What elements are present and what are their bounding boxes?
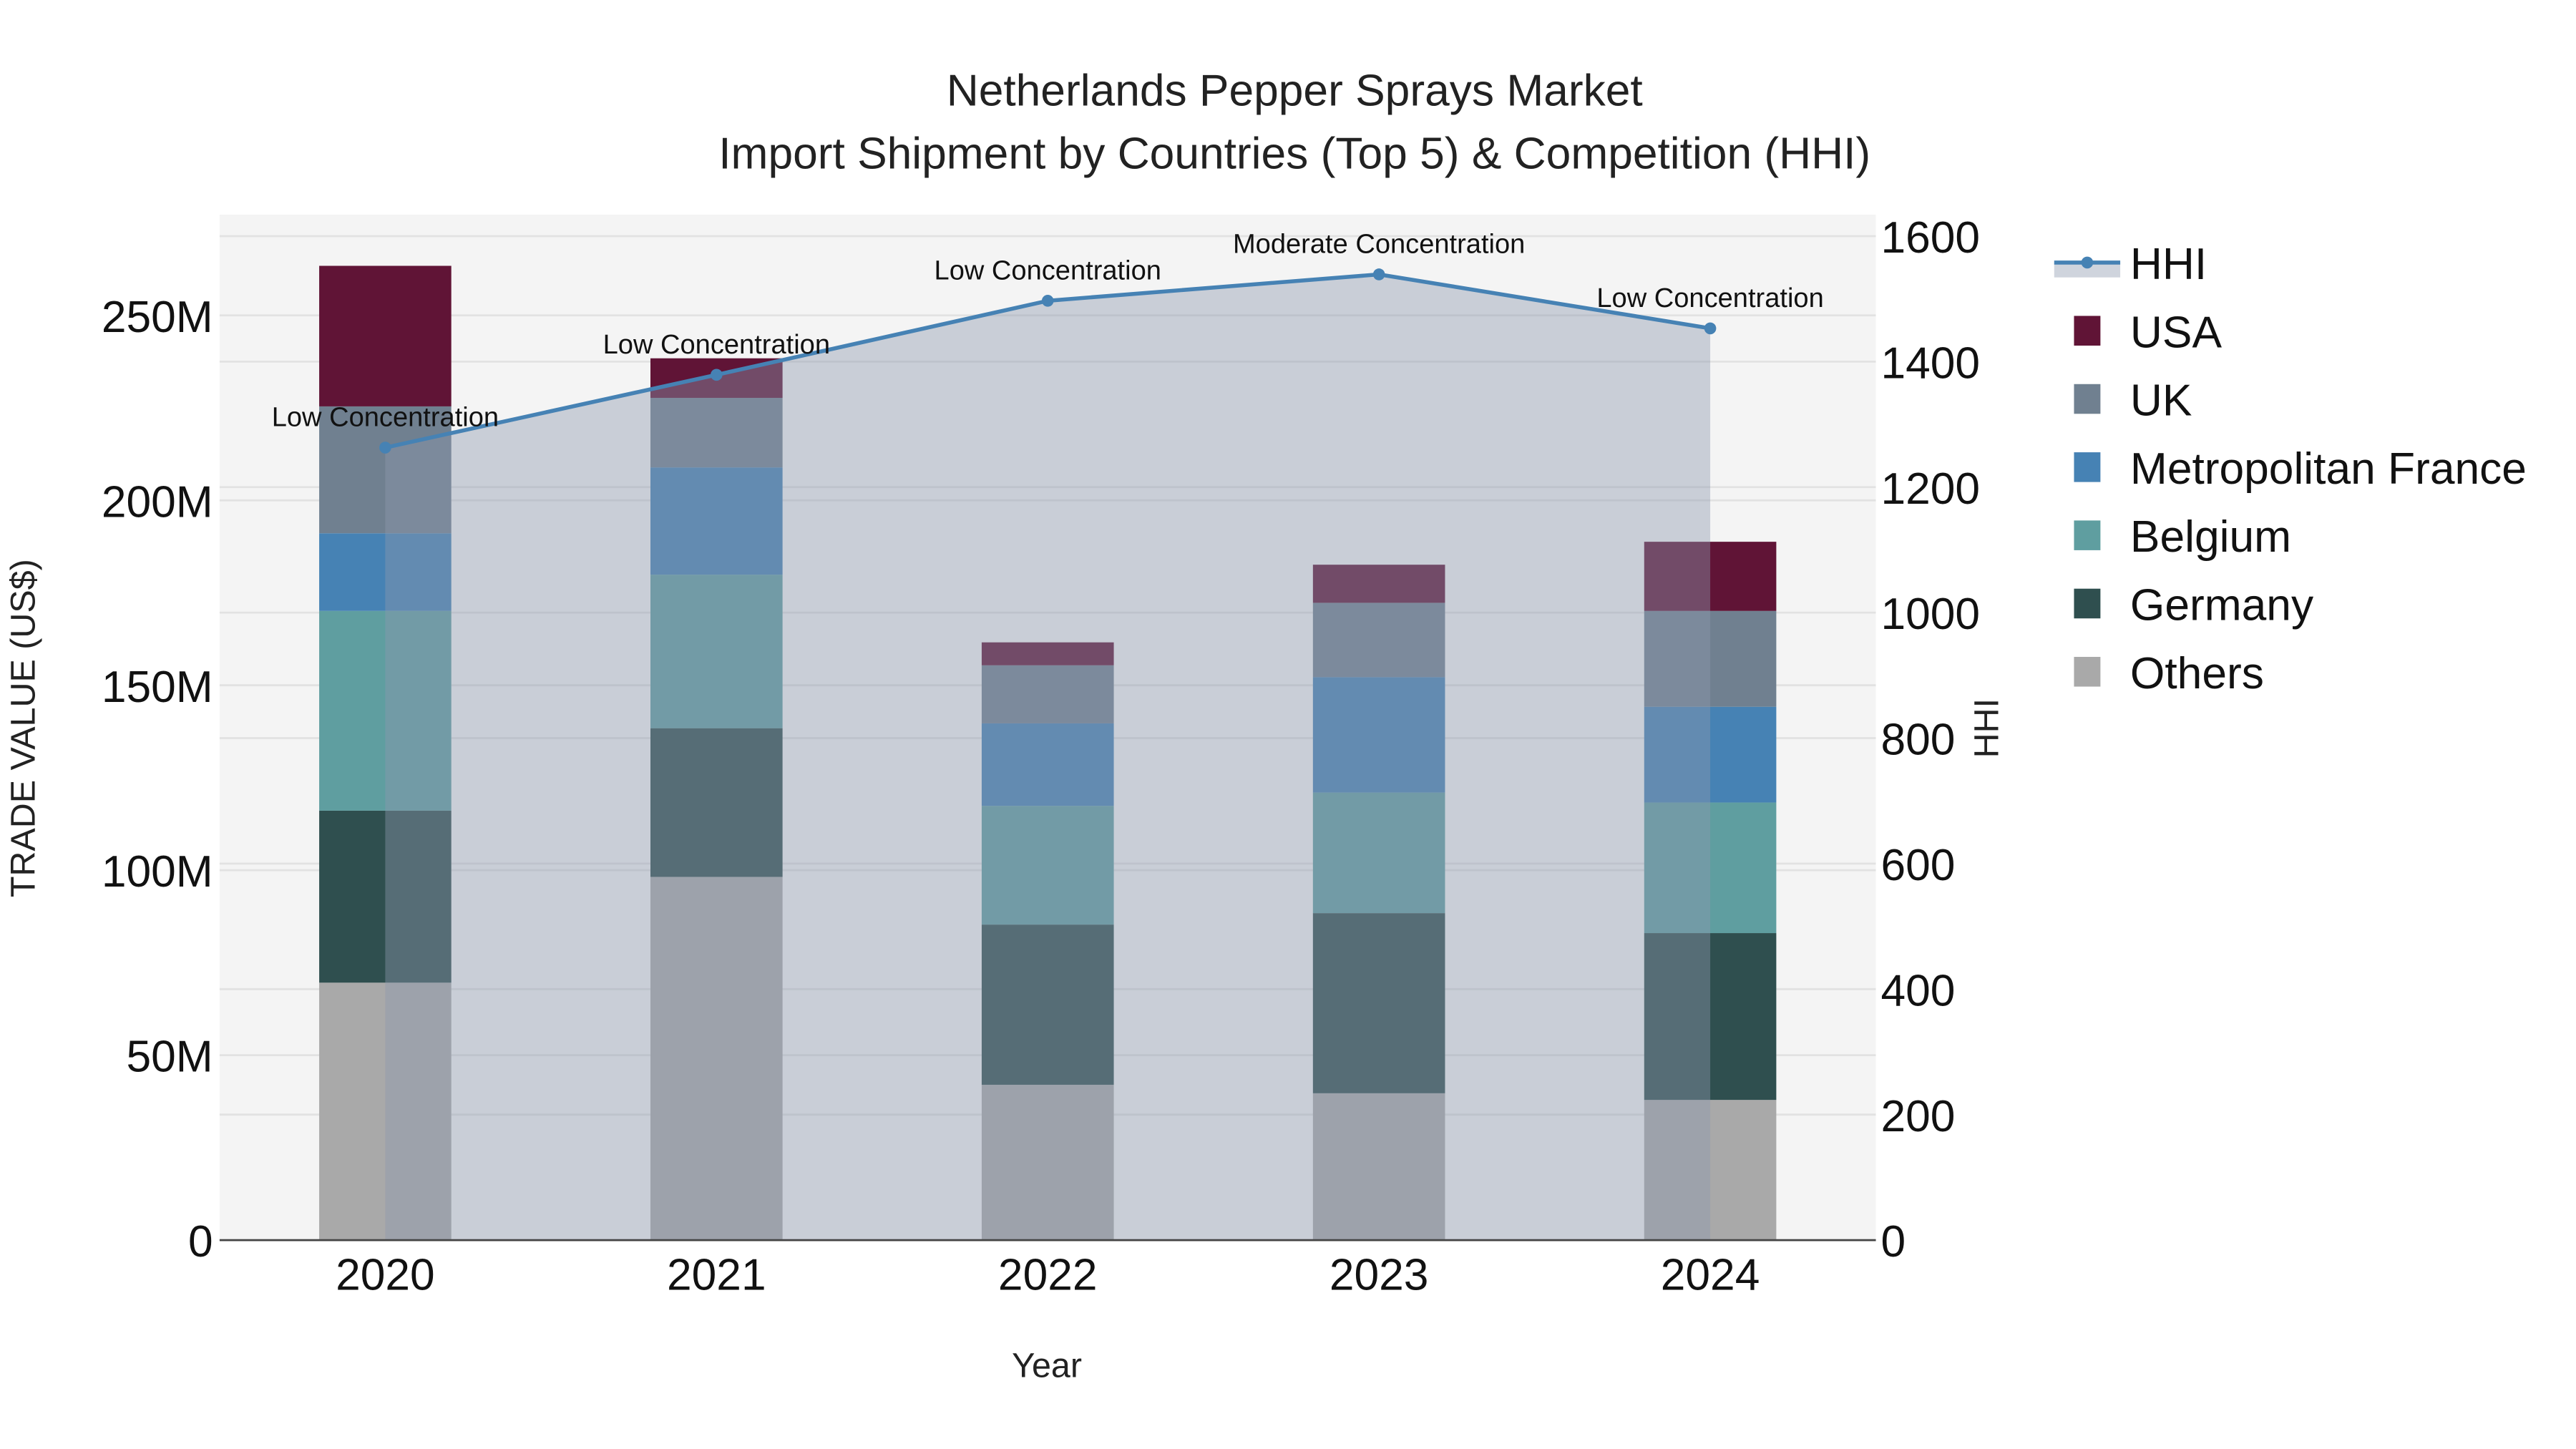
bar-segment-usa[interactable] (1644, 542, 1777, 611)
legend-swatch-icon (2074, 384, 2101, 414)
hhi-line-layer: Low Concentration Low Concentration Low Co… (272, 229, 1824, 454)
bar-segment-belgium[interactable] (981, 806, 1114, 925)
legend-item-others[interactable]: Others (2074, 649, 2264, 698)
bar-segment-uk[interactable] (1644, 610, 1777, 707)
y-tick-label: 0 (188, 1217, 213, 1267)
hhi-marker[interactable] (379, 441, 391, 454)
y-tick-label: 50M (127, 1033, 213, 1082)
y2-tick-label: 800 (1880, 716, 1955, 765)
legend-swatch-icon (2074, 520, 2101, 550)
plot-area: Low Concentration Low Concentration Low Co… (219, 215, 1876, 1241)
legend-swatch-icon (2074, 452, 2101, 482)
y2-tick-label: 1600 (1880, 213, 1980, 263)
legend-item-usa[interactable]: USA (2074, 308, 2222, 357)
bar-segment-others[interactable] (650, 877, 783, 1241)
hhi-annotation: Low Concentration (272, 403, 499, 433)
y2-tick-label: 1400 (1880, 338, 1980, 388)
bar-segment-usa[interactable] (1312, 565, 1445, 603)
bar-segment-usa[interactable] (319, 265, 452, 406)
x-tick-label: 2020 (336, 1250, 435, 1299)
x-axis-title: Year (1012, 1347, 1082, 1385)
y-tick-label: 200M (102, 477, 213, 527)
legend-swatch-icon (2074, 657, 2101, 687)
bar-segment-belgium[interactable] (1312, 792, 1445, 914)
legend-label: HHI (2130, 240, 2207, 289)
y-axis-ticks: 0 50M 100M 150M 200M 250M (102, 293, 213, 1267)
bar-segment-germany[interactable] (981, 924, 1114, 1085)
bar-segment-usa[interactable] (981, 642, 1114, 665)
bar-segment-germany[interactable] (319, 810, 452, 983)
x-tick-label: 2023 (1330, 1250, 1429, 1299)
legend-label: USA (2130, 308, 2223, 357)
chart-subtitle: Import Shipment by Countries (Top 5) & C… (718, 129, 1870, 178)
legend: HHI USA UK Metropolitan France Belgium German… (2054, 240, 2527, 698)
legend-marker-icon (2081, 256, 2094, 269)
bar-segment-belgium[interactable] (650, 575, 783, 728)
bar-segment-germany[interactable] (1644, 933, 1777, 1101)
legend-label: Metropolitan France (2130, 444, 2527, 494)
y2-tick-label: 1000 (1880, 590, 1980, 639)
bar-segment-uk[interactable] (319, 406, 452, 534)
y-tick-label: 250M (102, 293, 213, 342)
bar-segment-metropolitan-france[interactable] (319, 533, 452, 611)
x-tick-label: 2024 (1661, 1250, 1760, 1299)
bar-segment-germany[interactable] (650, 728, 783, 877)
legend-item-belgium[interactable]: Belgium (2074, 512, 2291, 562)
legend-label: Belgium (2130, 512, 2291, 562)
hhi-annotation: Low Concentration (603, 330, 830, 360)
hhi-marker[interactable] (711, 369, 723, 381)
chart-title: Netherlands Pepper Sprays Market (947, 67, 1643, 116)
hhi-marker[interactable] (1704, 322, 1717, 335)
bar-segment-germany[interactable] (1312, 913, 1445, 1093)
x-axis-ticks: 2020 2021 2022 2023 2024 (336, 1250, 1760, 1299)
bar-segment-others[interactable] (1644, 1100, 1777, 1241)
legend-label: Others (2130, 649, 2264, 698)
y-axis-title: TRADE VALUE (US$) (4, 559, 42, 897)
x-tick-label: 2022 (998, 1250, 1098, 1299)
bar-segment-others[interactable] (981, 1084, 1114, 1241)
hhi-annotation: Low Concentration (935, 255, 1161, 286)
hhi-marker[interactable] (1041, 295, 1054, 307)
bar-segment-others[interactable] (319, 982, 452, 1241)
hhi-annotation: Moderate Concentration (1233, 229, 1525, 259)
y2-tick-label: 0 (1880, 1217, 1906, 1267)
bar-segment-uk[interactable] (981, 665, 1114, 723)
y2-tick-label: 200 (1880, 1092, 1955, 1141)
legend-item-hhi[interactable]: HHI (2054, 240, 2207, 289)
bar-segment-metropolitan-france[interactable] (650, 467, 783, 575)
hhi-area-layer (385, 274, 1711, 1241)
y2-tick-label: 1200 (1880, 464, 1980, 514)
bar-segment-others[interactable] (1312, 1093, 1445, 1241)
bar-segment-metropolitan-france[interactable] (1644, 706, 1777, 803)
y2-axis-ticks: 0 200 400 600 800 1000 1200 1400 1600 (1880, 213, 1980, 1267)
legend-area-swatch (2054, 262, 2121, 278)
bar-segment-uk[interactable] (1312, 602, 1445, 678)
legend-label: Germany (2130, 581, 2314, 630)
hhi-area (385, 274, 1711, 1241)
x-tick-label: 2021 (667, 1250, 766, 1299)
legend-item-germany[interactable]: Germany (2074, 581, 2314, 630)
bar-segment-belgium[interactable] (319, 610, 452, 811)
y2-tick-label: 400 (1880, 966, 1955, 1015)
y2-axis-title: HHI (1967, 698, 2006, 758)
bar-stack-layer (319, 265, 1777, 1241)
legend-swatch-icon (2074, 316, 2101, 346)
y-tick-label: 150M (102, 663, 213, 712)
bar-segment-belgium[interactable] (1644, 802, 1777, 934)
y-tick-label: 100M (102, 847, 213, 897)
bar-segment-metropolitan-france[interactable] (1312, 677, 1445, 793)
legend-label: UK (2130, 376, 2192, 426)
bar-segment-uk[interactable] (650, 398, 783, 468)
legend-swatch-icon (2074, 588, 2101, 619)
bar-segment-metropolitan-france[interactable] (981, 723, 1114, 806)
legend-item-uk[interactable]: UK (2074, 376, 2192, 426)
y2-tick-label: 600 (1880, 841, 1955, 890)
hhi-annotation: Low Concentration (1596, 283, 1823, 313)
hhi-marker[interactable] (1372, 268, 1385, 280)
legend-item-metropolitan-france[interactable]: Metropolitan France (2074, 444, 2527, 494)
